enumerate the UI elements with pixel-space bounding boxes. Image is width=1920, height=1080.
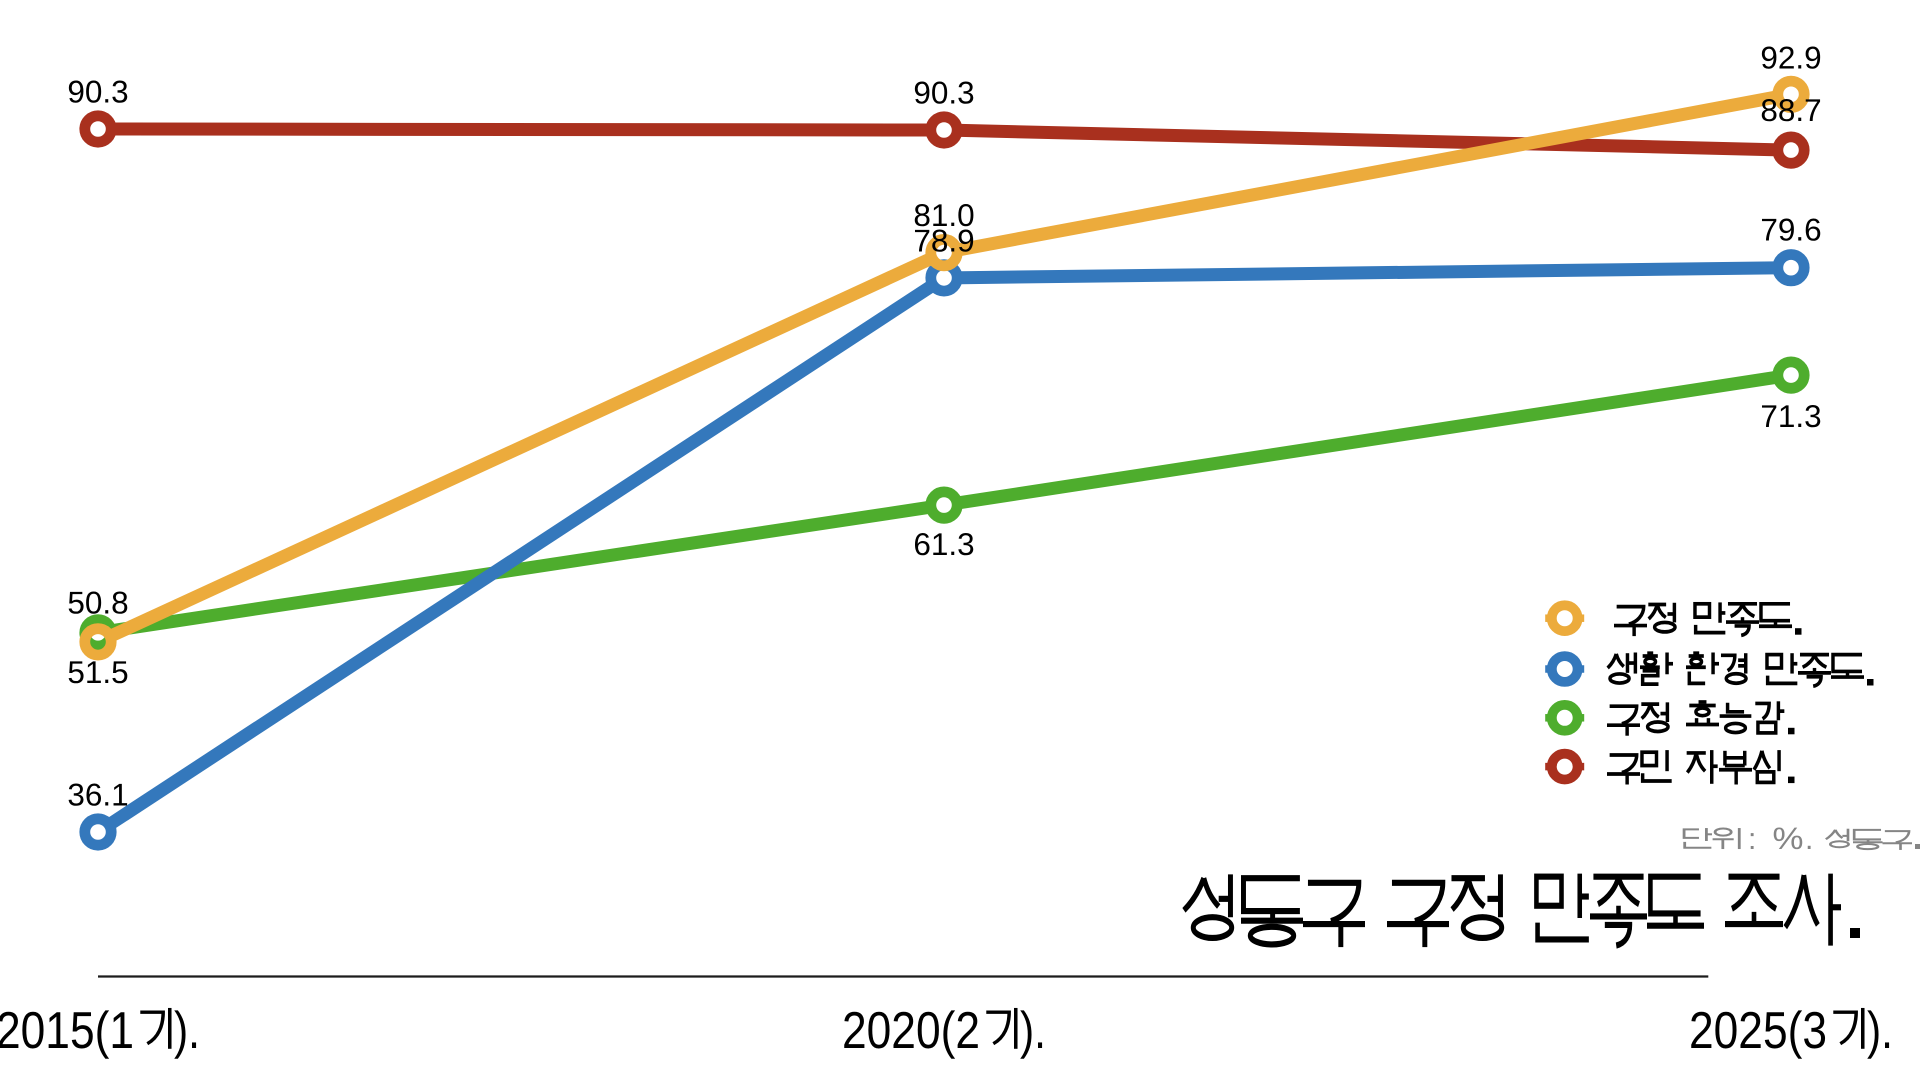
svg-text:90.3: 90.3 [67,74,128,110]
svg-text:2025(3: 2025(3 [1689,1002,1827,1060]
svg-text:).: ). [1020,1002,1046,1060]
svg-text:).: ). [1867,1002,1893,1060]
svg-text:90.3: 90.3 [913,75,974,111]
svg-text:2020(2: 2020(2 [842,1002,980,1060]
svg-text::: : [1748,823,1756,856]
svg-text:2015(1: 2015(1 [0,1002,134,1060]
svg-text:).: ). [174,1002,200,1060]
svg-text:51.5: 51.5 [67,654,128,690]
svg-text:50.8: 50.8 [67,585,128,621]
svg-text:61.3: 61.3 [913,526,974,562]
svg-text:78.9: 78.9 [913,223,974,259]
svg-text:92.9: 92.9 [1760,40,1821,76]
svg-text:81.0: 81.0 [913,197,974,233]
svg-text:.: . [1805,823,1813,856]
svg-text:71.3: 71.3 [1760,398,1821,434]
svg-text:36.1: 36.1 [67,777,128,813]
svg-text:%: % [1773,821,1804,856]
svg-text:88.7: 88.7 [1760,92,1821,128]
svg-text:79.6: 79.6 [1760,212,1821,248]
